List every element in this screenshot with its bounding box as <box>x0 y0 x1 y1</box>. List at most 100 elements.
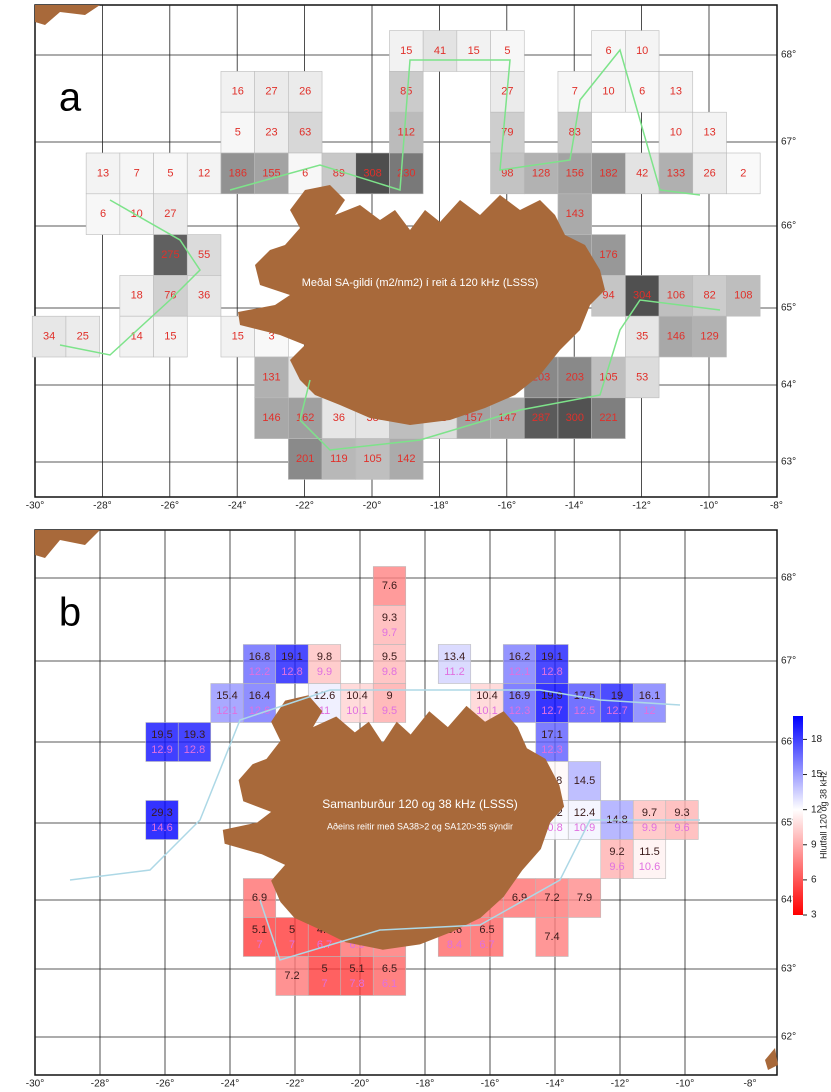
cell-value: 15 <box>400 45 412 57</box>
cell <box>288 71 323 113</box>
lat-tick-label: 64° <box>781 895 796 906</box>
cell-value: 15 <box>468 45 480 57</box>
cell-ratio-second: 6.7 <box>479 939 494 951</box>
cell-ratio-second: 12.2 <box>249 666 270 678</box>
cell-value: 5 <box>235 127 241 139</box>
cell-ratio: 10.4 <box>346 690 367 702</box>
lon-tick-label: -28° <box>91 1079 109 1090</box>
cell-value: 13 <box>97 167 109 179</box>
lon-tick-label: -24° <box>221 1079 239 1090</box>
lon-tick-label: -28° <box>93 501 111 512</box>
cell <box>288 111 323 154</box>
cell-ratio: 9.3 <box>382 612 397 624</box>
cell-ratio-second: 7.8 <box>349 978 364 990</box>
cell-ratio-second: 10.6 <box>639 861 660 873</box>
cruise-track <box>69 689 681 881</box>
cell-ratio-second: 11 <box>319 705 330 717</box>
cell-value: 26 <box>299 86 311 98</box>
cell <box>535 644 569 684</box>
panel-subtitle: Aðeins reitir með SA38>2 og SA120>35 sýn… <box>327 821 513 831</box>
cell <box>726 152 761 195</box>
cell <box>31 315 67 358</box>
lat-tick-label: 63° <box>781 457 796 468</box>
cell-ratio: 14.5 <box>574 775 595 787</box>
colorbar-tick-label: 18 <box>811 734 823 745</box>
cell-ratio-second: 12 <box>643 705 655 717</box>
lon-tick-label: -20° <box>363 501 381 512</box>
cell-ratio: 19.1 <box>281 651 302 663</box>
cell-ratio-second: 8.4 <box>447 939 462 951</box>
cell-ratio: 10.4 <box>476 690 497 702</box>
cell <box>254 71 289 113</box>
cell-value: 7 <box>572 86 578 98</box>
cell-value: 18 <box>131 290 143 302</box>
cell-ratio: 16.8 <box>249 651 270 663</box>
greenland <box>35 5 100 25</box>
cell-value: 13 <box>670 86 682 98</box>
cell-ratio-second: 9.9 <box>317 666 332 678</box>
cell-ratio: 9.3 <box>674 807 689 819</box>
cell-value: 275 <box>161 249 179 261</box>
cell <box>470 917 504 957</box>
cell <box>591 356 626 399</box>
cell <box>557 193 592 235</box>
cell-value: 131 <box>262 371 280 383</box>
cell-ratio-second: 7 <box>321 978 327 990</box>
lon-tick-label: -8° <box>770 501 783 512</box>
lon-tick-label: -10° <box>676 1079 694 1090</box>
cell-value: 85 <box>400 86 412 98</box>
cell-value: 6 <box>639 86 645 98</box>
cell-ratio: 15.4 <box>216 690 237 702</box>
panel-letter: a <box>59 76 82 120</box>
lat-tick-label: 62° <box>781 1032 796 1043</box>
cell-value: 176 <box>599 249 617 261</box>
cell <box>220 152 255 195</box>
cell <box>254 356 289 399</box>
cell-value: 6 <box>605 45 611 57</box>
cell-value: 98 <box>501 167 513 179</box>
cell-ratio-second: 12.7 <box>541 705 562 717</box>
cell-value: 143 <box>566 208 584 220</box>
lon-tick-label: -30° <box>26 1079 44 1090</box>
cell-ratio-second: 7 <box>256 939 262 951</box>
lon-tick-label: -22° <box>295 501 313 512</box>
cell <box>658 111 694 154</box>
cell-ratio-second: 12.6 <box>249 705 270 717</box>
cell-value: 35 <box>636 331 648 343</box>
cell <box>591 397 626 439</box>
cell <box>307 644 342 684</box>
cell-value: 157 <box>465 412 483 424</box>
lat-tick-label: 67° <box>781 137 796 148</box>
cell-ratio: 19.5 <box>151 729 172 741</box>
cell <box>557 152 592 195</box>
lon-tick-label: -12° <box>611 1079 629 1090</box>
cell <box>389 152 424 195</box>
cell-value: 6 <box>100 208 106 220</box>
cell-ratio: 16.2 <box>509 651 530 663</box>
cell-ratio: 5.1 <box>252 924 267 936</box>
lon-tick-label: -12° <box>632 501 650 512</box>
cell <box>275 956 309 996</box>
cell <box>600 839 634 879</box>
lat-tick-label: 66° <box>781 221 796 232</box>
lat-tick-label: 68° <box>781 573 796 584</box>
cell-value: 300 <box>566 412 584 424</box>
cell-value: 129 <box>700 331 718 343</box>
greenland <box>35 530 100 558</box>
colorbar-tick-label: 6 <box>811 875 817 886</box>
cell-ratio-second: 9.5 <box>382 705 397 717</box>
lon-tick-label: -22° <box>286 1079 304 1090</box>
cell <box>372 566 407 606</box>
cell <box>288 438 323 480</box>
cell <box>177 722 212 762</box>
lon-tick-label: -18° <box>416 1079 434 1090</box>
cell-ratio: 9.7 <box>642 807 657 819</box>
cell-ratio-second: 12.9 <box>151 744 172 756</box>
cell-ratio: 16.4 <box>249 690 270 702</box>
cell-value: 2 <box>740 167 746 179</box>
cell-ratio-second: 12.1 <box>216 705 237 717</box>
cell-value: 27 <box>265 86 277 98</box>
cell <box>625 71 660 113</box>
lon-tick-label: -26° <box>161 501 179 512</box>
